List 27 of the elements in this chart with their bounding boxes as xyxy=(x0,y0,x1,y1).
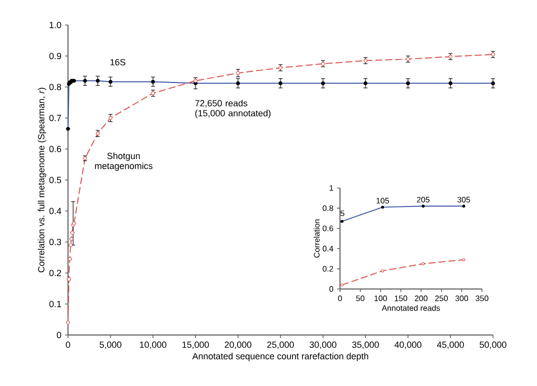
x-axis-title: Annotated sequence count rarefaction depth xyxy=(192,352,368,362)
series-label: Shotgun metagenomics xyxy=(95,152,152,171)
y-tick-label: 0.4 xyxy=(49,208,62,214)
y-tick-label: 0.8 xyxy=(49,84,62,90)
x-tick-label: 5,000 xyxy=(100,342,122,349)
y-tick-label: 0 xyxy=(56,332,62,338)
x-tick-label: 25,000 xyxy=(267,342,294,349)
series-label: 16S xyxy=(110,59,126,66)
annotation: 72,650 reads (15,000 annotated) xyxy=(195,100,270,118)
y-tick-label: 0.5 xyxy=(49,176,62,184)
y-tick-label: 1.0 xyxy=(50,22,62,28)
y-tick-label: 0.6 xyxy=(49,146,62,152)
x-tick-label: 30,000 xyxy=(310,342,336,349)
x-tick-label: 50,000 xyxy=(480,342,506,349)
y-tick-label: 0.3 xyxy=(49,238,62,246)
y-tick-label: 0.9 xyxy=(49,52,62,60)
x-tick-label: 35,000 xyxy=(352,342,379,349)
x-tick-label: 40,000 xyxy=(394,342,422,349)
y-axis-title: Correlation vs. full metagenome (Spearman, r) xyxy=(38,88,46,272)
y-tick-label: 0.2 xyxy=(49,270,62,276)
y-tick-label: 0.1 xyxy=(49,300,62,308)
x-tick-label: 10,000 xyxy=(140,342,166,349)
x-tick-label: 20,000 xyxy=(224,342,252,349)
y-tick-label: 0.7 xyxy=(49,114,62,122)
x-tick-label: 45,000 xyxy=(437,342,464,349)
x-tick-label: 15,000 xyxy=(182,342,209,349)
x-tick-label: 0 xyxy=(66,342,70,348)
